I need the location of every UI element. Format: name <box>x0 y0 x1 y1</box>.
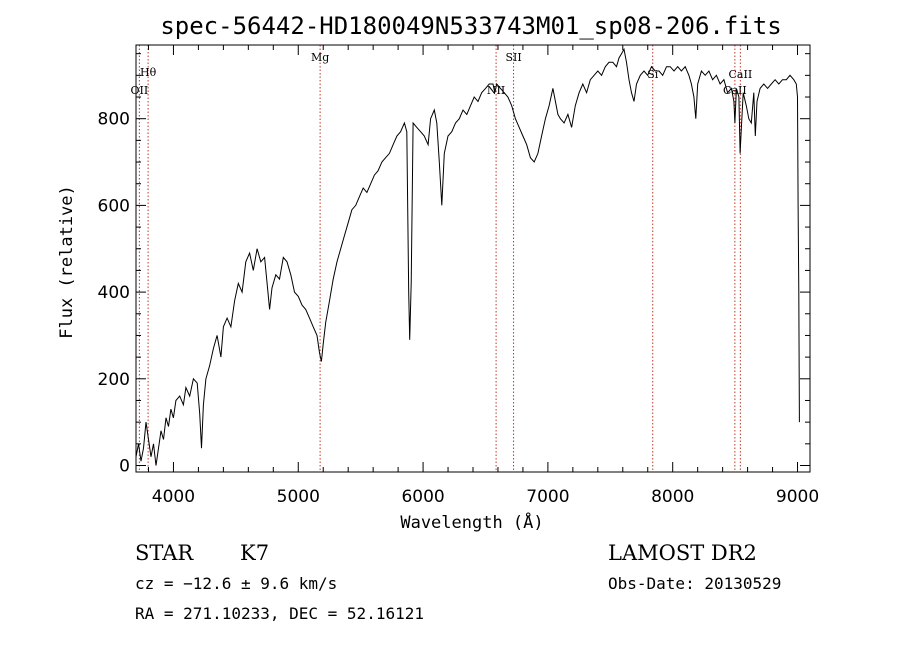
line-marker-label-4: NII <box>487 84 505 97</box>
x-tick-label-0: 4000 <box>152 487 195 507</box>
y-tick-label-4: 800 <box>98 110 130 130</box>
line-marker-label-1: OII <box>131 84 149 97</box>
object-subclass: K7 <box>240 541 269 565</box>
spectrum-series <box>135 47 800 466</box>
line-marker-label-7: CaII <box>729 68 753 81</box>
line-marker-label-8: CaII <box>723 84 747 97</box>
y-tick-label-1: 200 <box>98 370 130 390</box>
object-class: STAR <box>135 541 194 565</box>
line-marker-label-0: Hθ <box>140 66 157 79</box>
x-tick-label-5: 9000 <box>776 487 819 507</box>
x-tick-label-2: 6000 <box>401 487 444 507</box>
line-marker-label-2: Mg <box>311 51 329 64</box>
x-tick-label-3: 7000 <box>526 487 569 507</box>
line-marker-label-3: SII <box>505 51 521 64</box>
coordinates: RA = 271.10233, DEC = 52.16121 <box>135 604 424 623</box>
x-tick-label-1: 5000 <box>277 487 320 507</box>
y-tick-label-3: 600 <box>98 196 130 216</box>
plot-frame <box>135 44 811 473</box>
x-axis-label: Wavelength (Å) <box>400 511 543 533</box>
survey-name: LAMOST DR2 <box>608 541 757 565</box>
y-axis-label: Flux (relative) <box>57 185 77 339</box>
line-markers: Hθ OII Mg SII NII Si CaII CaII <box>131 45 753 472</box>
line-marker-label-6: Si <box>647 68 659 81</box>
redshift-info: cz = −12.6 ± 9.6 km/s <box>135 574 337 593</box>
obs-date: Obs-Date: 20130529 <box>608 574 781 593</box>
y-axis: 0 200 400 600 800 <box>98 53 810 476</box>
x-axis: 4000 5000 6000 7000 8000 9000 <box>147 45 819 507</box>
spectrum-line-0 <box>135 47 800 466</box>
x-tick-label-4: 8000 <box>651 487 694 507</box>
chart-title: spec-56442-HD180049N533743M01_sp08-206.f… <box>160 12 781 40</box>
y-tick-label-0: 0 <box>119 456 130 476</box>
y-tick-label-2: 400 <box>98 283 130 303</box>
